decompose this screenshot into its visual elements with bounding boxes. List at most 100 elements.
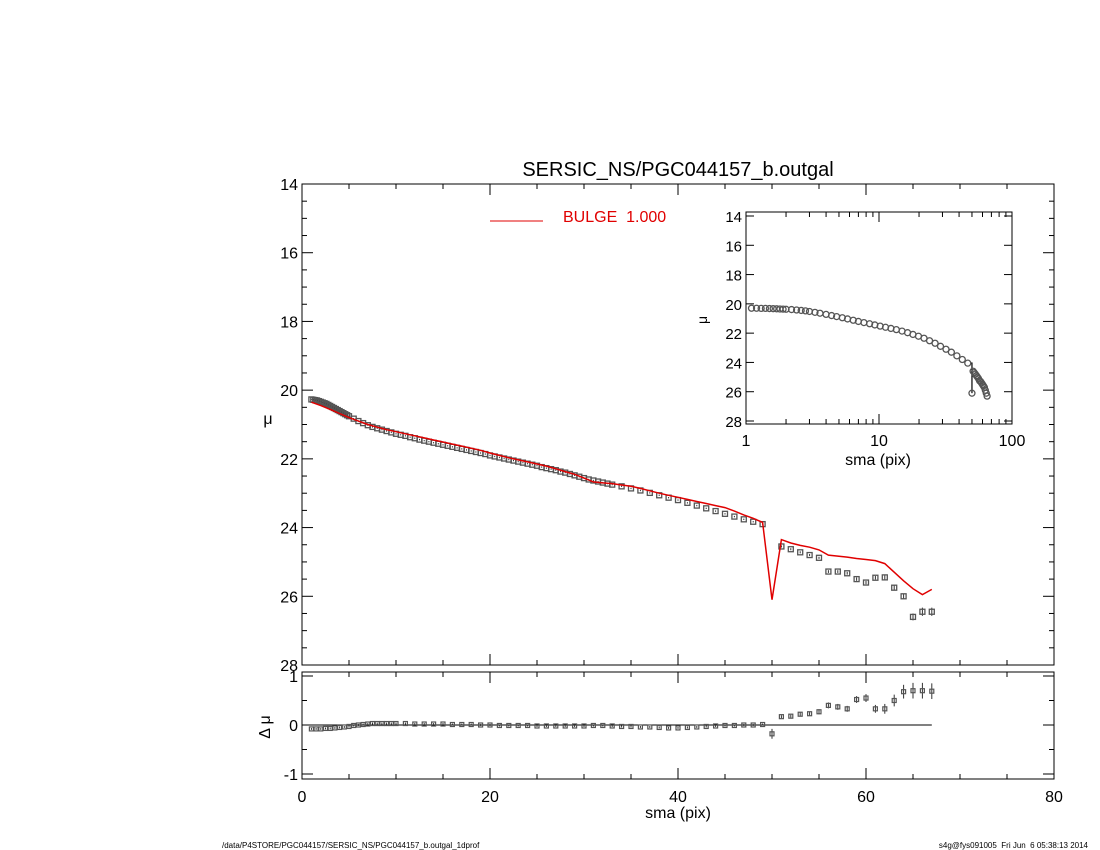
residual-point-marker <box>341 724 347 730</box>
residual-data-point <box>929 683 935 700</box>
inset-point-marker <box>752 304 761 312</box>
main-data-point <box>712 507 719 515</box>
residual-point-marker <box>929 688 935 694</box>
residual-point-marker <box>459 721 465 728</box>
residual-data-point <box>750 722 756 728</box>
residual-point-marker <box>712 723 719 729</box>
residual-data-point <box>844 705 850 712</box>
residual-point-marker <box>332 725 338 731</box>
residual-data-point <box>712 723 719 729</box>
inset-point-marker <box>947 348 956 356</box>
legend-label-bulge: BULGE 1.000 <box>563 209 666 226</box>
inset-point-marker <box>779 305 787 313</box>
residual-data-point <box>379 720 385 727</box>
residual-data-point <box>388 720 394 727</box>
residual-data-point <box>322 725 329 732</box>
residual-data-point <box>318 726 324 732</box>
main-data-point <box>844 570 851 577</box>
residual-data-point <box>675 725 681 731</box>
residual-point-marker <box>355 722 361 728</box>
main-data-point <box>684 499 691 506</box>
residual-data-point <box>351 722 357 729</box>
main-point-marker <box>853 575 860 583</box>
residual-point-marker <box>478 722 484 728</box>
residual-data-point <box>384 720 390 727</box>
residual-data-point <box>524 722 531 729</box>
residual-data-point <box>534 723 540 729</box>
residual-point-marker <box>656 724 662 731</box>
main-y-tick-label: 28 <box>280 658 298 675</box>
main-point-marker <box>693 502 700 509</box>
main-y-tick-label: 26 <box>280 589 298 606</box>
main-point-marker <box>872 574 879 581</box>
main-point-marker <box>787 546 794 553</box>
main-y-tick-label: 14 <box>280 177 298 194</box>
main-data-point <box>891 584 898 591</box>
residual-point-marker <box>374 720 380 727</box>
residual-point-marker <box>365 721 371 727</box>
y-axis-label: μ <box>263 411 272 428</box>
residual-data-point <box>431 721 437 727</box>
residual-data-point <box>571 723 578 729</box>
residual-point-marker <box>750 722 756 728</box>
inset-y-tick-label: 26 <box>725 385 742 402</box>
residual-data-point <box>741 722 747 728</box>
residual-point-marker <box>900 689 907 695</box>
residual-point-marker <box>440 721 446 727</box>
residual-point-marker <box>797 711 803 717</box>
main-point-marker <box>684 499 691 506</box>
residual-data-point <box>581 723 587 729</box>
main-point-marker <box>806 551 813 559</box>
residual-point-marker <box>337 724 343 731</box>
main-point-marker <box>750 518 757 525</box>
main-point-marker <box>919 608 926 615</box>
residual-y-tick-label: 0 <box>289 718 298 735</box>
residual-marks <box>308 682 935 739</box>
inset-x-tick-label: 1 <box>742 433 751 450</box>
residual-point-marker <box>816 709 822 715</box>
residual-point-marker <box>731 722 738 729</box>
residual-data-point <box>590 722 597 729</box>
residual-point-marker <box>384 720 390 727</box>
inset-y-tick-label: 24 <box>725 355 742 372</box>
inset-y-tick-label: 18 <box>725 268 742 285</box>
residual-data-point <box>313 726 319 732</box>
residual-point-marker <box>571 723 578 729</box>
x-tick-label: 60 <box>857 789 875 806</box>
residual-data-point <box>637 724 644 730</box>
residual-point-marker <box>618 723 625 730</box>
residual-data-point <box>459 721 465 728</box>
residual-point-marker <box>684 724 691 731</box>
residual-point-marker <box>647 724 653 730</box>
residual-point-marker <box>524 722 531 729</box>
residual-data-point <box>468 721 474 728</box>
residual-point-marker <box>506 722 512 729</box>
residual-point-marker <box>853 696 860 703</box>
residual-data-point <box>600 722 606 729</box>
residual-point-marker <box>665 725 672 731</box>
main-data-point <box>693 502 700 509</box>
residual-data-point <box>365 721 371 727</box>
residual-point-marker <box>449 721 455 728</box>
residual-data-point <box>882 703 888 714</box>
residual-point-marker <box>835 704 841 710</box>
footer-file-path: /data/P4STORE/PGC044157/SERSIC_NS/PGC044… <box>222 841 480 850</box>
residual-data-point <box>731 722 738 729</box>
main-data-point <box>721 510 729 517</box>
main-data-point <box>797 549 804 556</box>
main-data-point <box>919 607 926 616</box>
residual-point-marker <box>694 724 700 730</box>
residual-point-marker <box>543 723 550 729</box>
residual-point-marker <box>590 722 597 729</box>
residual-point-marker <box>318 726 324 732</box>
residual-data-point <box>778 714 785 720</box>
inset-point-marker <box>757 304 765 313</box>
main-point-marker <box>618 483 625 490</box>
residual-point-marker <box>778 714 785 720</box>
residual-data-point <box>684 724 691 731</box>
residual-point-marker <box>609 723 615 729</box>
main-y-tick-label: 22 <box>280 452 298 469</box>
residual-y-tick-label: 1 <box>289 669 298 686</box>
inset-x-tick-label: 100 <box>999 433 1026 450</box>
